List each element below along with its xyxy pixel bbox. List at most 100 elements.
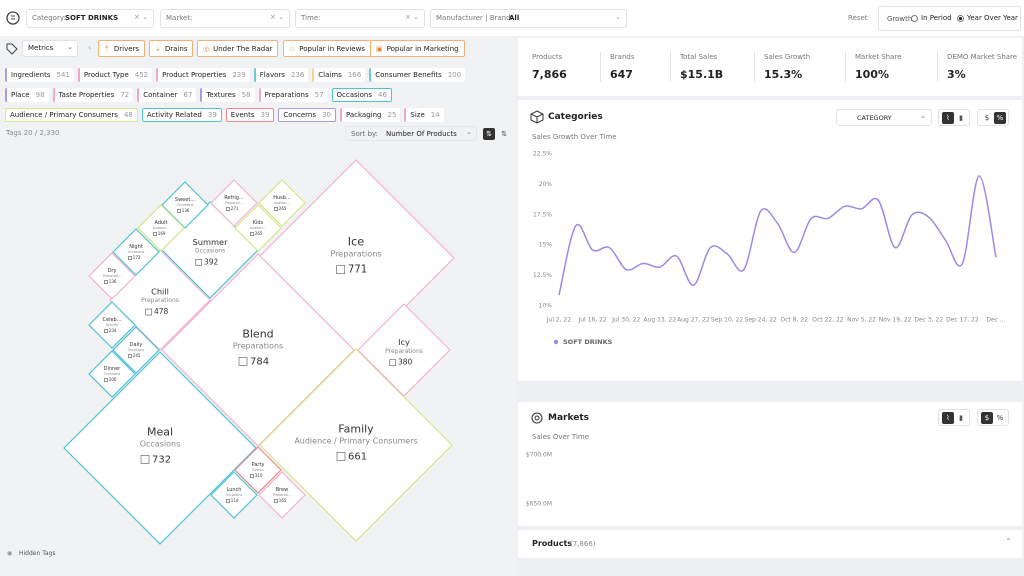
kpi-label: Total Sales [680,53,718,61]
tag-chip[interactable]: Audience / Primary Consumers 48 [5,108,138,122]
diamond-shape [88,301,136,349]
label: Sort by: [351,130,379,138]
tag-chip[interactable]: Flavors 236 [253,68,309,82]
label: Drivers [113,44,140,53]
market-filter[interactable]: Market: × ⌄ [160,9,290,28]
tag-chip[interactable]: Concerns 30 [278,108,336,122]
tag-count: 661 [348,451,367,462]
icon: ⌄ [466,128,472,136]
chip-name: Consumer Benefits [375,71,442,79]
icon: ☆ [289,44,296,53]
metric-button[interactable]: ⇣ Drains [149,40,194,57]
metrics-dropdown[interactable]: Metrics ⌄ [22,40,78,57]
box-icon [336,265,346,275]
label: Growth [887,15,913,23]
box-icon [104,378,108,382]
tag-chip[interactable]: Product Properties 239 [156,68,250,82]
scroll-left[interactable]: ‹ [88,43,92,52]
category-filter[interactable]: Category: SOFT DRINKS × ⌄ [26,9,154,28]
percent-toggle[interactable]: % [994,112,1006,124]
dollar-toggle[interactable]: $ [984,114,990,122]
collapse-icon[interactable]: ⌃ [1005,537,1012,546]
logo [6,11,20,25]
tag-chip[interactable]: Occasions 46 [331,88,392,102]
sort-asc[interactable]: ⇅ [501,130,507,138]
line-toggle[interactable]: ⌇ [942,112,954,124]
radio[interactable] [911,15,918,22]
tag-diamond[interactable]: Refrig...Preparati...271 [210,179,258,227]
hidden-tags[interactable]: Hidden Tags [19,550,56,557]
metric-button[interactable]: ◎ Under The Radar [197,40,279,57]
panel-count: (7,866) [570,540,596,548]
tag-group: Occasions [195,247,225,254]
percent-toggle[interactable]: % [996,414,1004,422]
radio[interactable] [957,15,964,22]
eye-icon[interactable]: ◉ [7,550,13,557]
tag-name: Dinner [104,366,122,372]
tag-chip[interactable]: Container 67 [137,88,197,102]
sort-desc[interactable]: ⇅ [483,128,495,140]
chip-count: 39 [207,111,217,119]
chart-type-toggle[interactable]: ⌇ ▮ [938,409,970,426]
tag-chip[interactable]: Place 98 [5,88,49,102]
category-dropdown[interactable]: CATEGORY ⌄ [836,109,932,126]
tag-count: 234 [109,328,117,333]
x-tick-label: Jul 2, 22 [546,317,572,324]
time-filter[interactable]: Time: × ⌄ [295,9,425,28]
chart-type-toggle[interactable]: ⌇ ▮ [938,109,970,126]
dollar-toggle[interactable]: $ [981,412,993,424]
label: Metrics [28,44,54,52]
panel-title: Markets [548,413,589,423]
tag-group: Occasions [140,440,181,449]
metric-button[interactable]: ☆ Popular in Reviews [283,40,371,57]
tag-chip[interactable]: Taste Properties 72 [52,88,134,102]
tag-chip[interactable]: Product Type 452 [77,68,153,82]
metric-button[interactable]: ▣ Popular in Marketing [370,40,465,57]
cube-icon [530,110,544,124]
tag-chip[interactable]: Ingredients 541 [5,68,74,82]
tag-chip[interactable]: Consumer Benefits 100 [369,68,466,82]
tag-count: 200 [109,377,117,382]
bar-toggle[interactable]: ▮ [959,414,963,422]
tag-name: Icy [398,337,410,347]
box-icon [389,359,397,367]
diamond-shape [234,204,282,252]
manufacturer-filter[interactable]: Manufacturer | Brand: All ⌄ [430,9,627,28]
tag-chip[interactable]: Claims 166 [312,68,366,82]
tag-chip[interactable]: Textures 58 [200,88,255,102]
tag-chip[interactable]: Activity Related 39 [141,108,222,122]
reset-button[interactable]: Reset [848,14,868,22]
line-toggle[interactable]: ⌇ [942,412,954,424]
x-tick-label: Aug 27, 22 [677,317,710,324]
bar-toggle[interactable]: ▮ [959,114,963,122]
tag-name: Dry [108,268,117,274]
tag-count: 310 [255,473,263,478]
box-icon [104,329,108,333]
tag-diamond[interactable]: Husb...Audienc...265 [258,179,306,227]
tag-chip[interactable]: Preparations 57 [258,88,328,102]
icon: ◎ [203,44,210,53]
tag-chip[interactable]: Packaging 25 [339,108,401,122]
products-panel[interactable]: Products (7,866) ⌃ [518,530,1022,558]
tag-name: Lunch [227,487,242,493]
tag-chip[interactable]: Size 14 [404,108,444,122]
metric-button[interactable]: ⇡ Drivers [98,40,146,57]
sort-dropdown[interactable]: Sort by: Number Of Products ⌄ [345,126,477,141]
tag-chip[interactable]: Events 39 [225,108,275,122]
chip-name: Occasions [336,91,373,99]
